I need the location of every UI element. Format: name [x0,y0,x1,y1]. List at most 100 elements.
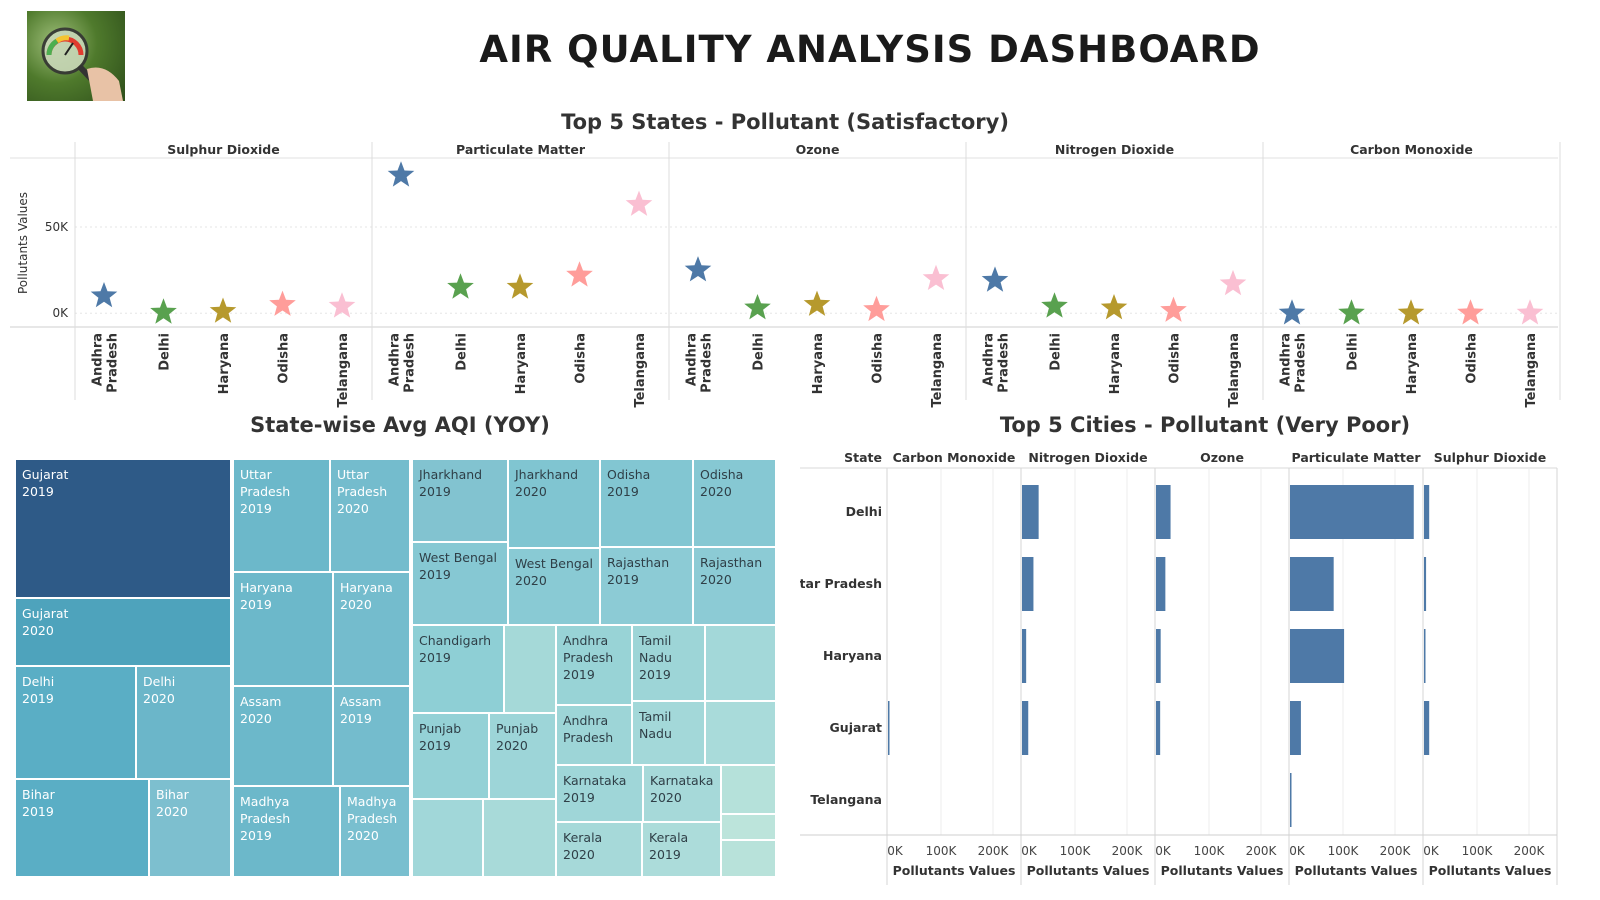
x-tick-label: Telangana [633,333,648,408]
bar [1156,701,1161,755]
x-axis-label: Pollutants Values [1295,863,1418,878]
star-point [625,190,653,216]
bar [888,701,890,755]
treemap-tile: Odisha 2020 [693,459,776,547]
x-tick-label: Haryana [811,333,826,394]
x-tick-label: 100K [1194,844,1226,858]
treemap-tile: Tamil Nadu [632,701,705,765]
state-label: Telangana [810,792,882,807]
state-label: Haryana [823,648,882,663]
treemap-tile: Kerala 2020 [556,822,642,877]
x-tick-text: Haryana [514,333,529,394]
x-axis-label: Pollutants Values [1161,863,1284,878]
treemap-tile: Chandigarh 2019 [412,625,504,713]
x-tick-label: 100K [1462,844,1494,858]
x-tick-label: Telangana [1524,333,1539,408]
panel-title: Ozone [796,142,840,157]
column-header: Sulphur Dioxide [1434,450,1546,465]
star-point [684,256,712,282]
treemap-tile: Madhya Pradesh 2019 [233,786,340,877]
treemap-tile: Uttar Pradesh 2020 [330,459,410,572]
bar [1290,557,1334,611]
treemap-tile [721,840,776,877]
star-point [1219,269,1247,296]
bar [1022,557,1034,611]
panel-title: Particulate Matter [456,142,586,157]
treemap-tile: Kerala 2019 [642,822,721,877]
treemap-tile: Tamil Nadu 2019 [632,625,705,701]
x-tick-label: Delhi [1346,333,1361,371]
star-point [1100,294,1128,320]
bar [1424,629,1426,683]
x-tick-label: Telangana [930,333,945,408]
bar [1156,557,1166,611]
x-tick-label: Odisha [871,333,886,384]
treemap-tile: West Bengal 2020 [508,548,600,625]
x-tick-label: Delhi [158,333,173,371]
x-tick-text: Delhi [752,333,767,371]
x-tick-text: Andhra [388,333,403,386]
y-axis-label: Pollutants Values [16,192,30,294]
magnifier-gauge-icon [41,27,123,101]
star-point [1397,299,1425,325]
x-tick-text: Pradesh [700,333,715,393]
x-tick-label: Odisha [1465,333,1480,384]
star-point [387,161,415,187]
star-point [269,290,296,316]
treemap-tile: Rajasthan 2019 [600,547,693,625]
x-tick-label: 100K [1328,844,1360,858]
cities-pollutant-chart: State Delhi Uttar Pradesh Haryana Gujarat Tel… [800,450,1558,885]
treemap-tile [705,625,776,701]
treemap-tile: Karnataka 2019 [556,765,643,822]
state-label: Gujarat [830,720,882,735]
x-tick-label: 0K [1155,844,1172,858]
treemap-tile: Assam 2019 [333,686,410,786]
x-tick-label: 0K [887,844,904,858]
star-point [803,290,831,316]
states-pollutant-chart: Pollutants Values 50K 0K Sulphur Dioxide And… [10,142,1561,408]
x-tick-text: Telangana [1524,333,1539,408]
treemap-tile: Bihar 2020 [149,779,231,877]
x-tick-text: Andhra [685,333,700,386]
x-tick-label: Haryana [217,333,232,394]
bar [1290,701,1301,755]
x-tick-label: Delhi [752,333,767,371]
treemap-tile: Madhya Pradesh 2020 [340,786,410,877]
dashboard-title: AIR QUALITY ANALYSIS DASHBOARD [479,28,1261,71]
treemap-tile: Assam 2020 [233,686,333,786]
x-tick-text: Haryana [217,333,232,394]
star-point [209,297,237,323]
states-chart-title: Top 5 States - Pollutant (Satisfactory) [561,110,1009,134]
star-point [90,282,118,308]
x-tick-label: Haryana [1108,333,1123,394]
star-point [566,261,593,287]
treemap-tile: Haryana 2019 [233,572,333,686]
treemap-tile: Karnataka 2020 [643,765,721,822]
bar [1290,485,1414,539]
x-tick-label: Andhra Pradesh [91,333,121,393]
treemap-tile: Jharkhand 2020 [508,459,600,548]
treemap-tile: Bihar 2019 [15,779,149,877]
x-tick-text: Odisha [1168,333,1183,384]
y-tick-label: 0K [52,306,69,320]
x-tick-label: 200K [1246,844,1278,858]
x-tick-text: Odisha [871,333,886,384]
x-tick-text: Haryana [1405,333,1420,394]
x-tick-text: Telangana [336,333,351,408]
x-tick-text: Telangana [633,333,648,408]
x-axis-label: Pollutants Values [893,863,1016,878]
x-axis-label: Pollutants Values [1027,863,1150,878]
x-tick-label: 0K [1423,844,1440,858]
x-tick-label: Andhra Pradesh [388,333,418,393]
bar [1290,773,1292,827]
x-tick-label: Odisha [1168,333,1183,384]
x-tick-text: Andhra [1279,333,1294,386]
state-label: Delhi [846,504,882,519]
column-header: Ozone [1200,450,1244,465]
treemap-title: State-wise Avg AQI (YOY) [250,413,550,437]
bar [1156,485,1171,539]
row-header: State [844,450,882,465]
aqi-treemap: Gujarat 2019 Gujarat 2020 Delhi 2019 Delhi … [15,459,793,887]
star-point [922,264,950,290]
star-point [744,294,771,320]
